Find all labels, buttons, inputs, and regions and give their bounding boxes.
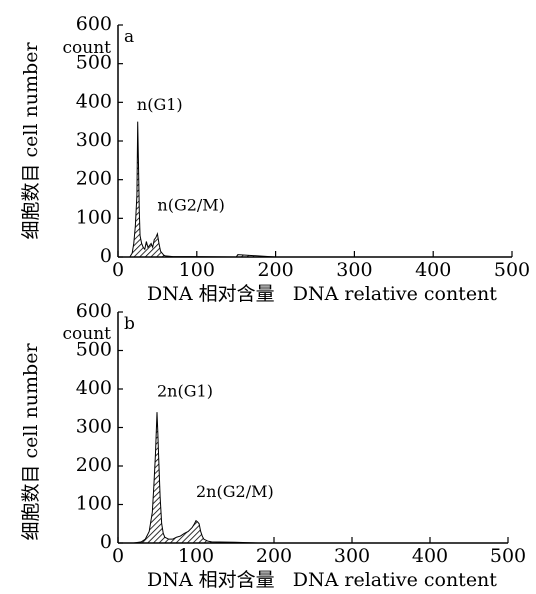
y-axis-label: 细胞数目 cell number — [20, 42, 42, 240]
annotations: 2n(G1) 2n(G2/M) — [157, 382, 274, 501]
count-label: count — [63, 324, 112, 344]
panel-label: b — [124, 314, 135, 334]
x-tick-label: 500 — [490, 545, 526, 567]
y-tick-label: 0 — [100, 531, 112, 553]
y-tick-label: 300 — [76, 129, 112, 151]
y-tick-label: 100 — [76, 493, 112, 515]
x-axis-label: DNA 相对含量 DNA relative content — [147, 569, 497, 591]
x-tick-label: 0 — [112, 545, 124, 567]
panel-b: 细胞数目 cell number count b 0 100 200 300 400 50… — [20, 300, 526, 591]
histogram-area — [128, 121, 512, 258]
x-tick-label: 400 — [415, 259, 451, 281]
x-ticks: 0 100 200 300 400 500 — [112, 251, 530, 281]
histogram-area — [133, 412, 508, 544]
x-tick-label: 300 — [336, 259, 372, 281]
x-tick-label: 100 — [178, 545, 214, 567]
x-tick-label: 300 — [334, 545, 370, 567]
x-tick-label: 200 — [256, 545, 292, 567]
y-tick-label: 600 — [76, 300, 112, 322]
annotation-label: 2n(G2/M) — [196, 482, 274, 501]
y-ticks: 0 100 200 300 400 500 600 — [76, 300, 123, 553]
x-ticks: 0 100 200 300 400 500 — [112, 537, 526, 567]
y-tick-label: 200 — [76, 168, 112, 190]
y-tick-label: 0 — [100, 245, 112, 267]
x-tick-label: 100 — [179, 259, 215, 281]
x-tick-label: 500 — [494, 259, 530, 281]
annotations: n(G1) n(G2/M) — [137, 95, 225, 215]
annotation-label: n(G2/M) — [157, 196, 225, 215]
y-tick-label: 500 — [76, 339, 112, 361]
y-tick-label: 500 — [76, 52, 112, 74]
x-tick-label: 200 — [257, 259, 293, 281]
y-axis-label: 细胞数目 cell number — [20, 343, 42, 541]
y-tick-label: 400 — [76, 377, 112, 399]
y-tick-label: 100 — [76, 206, 112, 228]
x-tick-label: 400 — [412, 545, 448, 567]
y-ticks: 0 100 200 300 400 500 600 — [76, 13, 123, 267]
y-tick-label: 600 — [76, 13, 112, 35]
x-axis-label: DNA 相对含量 DNA relative content — [147, 283, 497, 305]
panel-label: a — [124, 27, 134, 47]
y-tick-label: 400 — [76, 90, 112, 112]
panel-a: 细胞数目 cell number count a 0 100 200 300 400 50… — [20, 13, 530, 305]
x-tick-label: 0 — [112, 259, 124, 281]
y-tick-label: 300 — [76, 416, 112, 438]
count-label: count — [63, 38, 112, 58]
annotation-label: n(G1) — [137, 95, 183, 114]
y-tick-label: 200 — [76, 454, 112, 476]
annotation-label: 2n(G1) — [157, 382, 213, 401]
